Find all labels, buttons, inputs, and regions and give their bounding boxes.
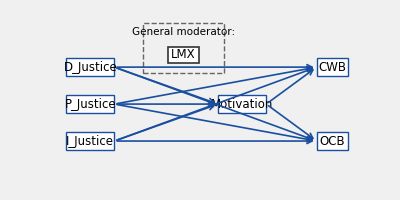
FancyBboxPatch shape [218,95,266,113]
Text: CWB: CWB [318,61,346,74]
Text: General moderator:: General moderator: [132,27,235,37]
FancyBboxPatch shape [66,58,114,76]
Text: P_Justice: P_Justice [64,98,116,111]
FancyBboxPatch shape [168,47,199,63]
Text: I_Justice: I_Justice [66,135,114,148]
Text: LMX: LMX [171,48,196,61]
FancyBboxPatch shape [317,58,348,76]
FancyBboxPatch shape [66,132,114,150]
FancyBboxPatch shape [66,95,114,113]
Text: OCB: OCB [319,135,345,148]
Text: Motivation: Motivation [211,98,273,111]
FancyBboxPatch shape [317,132,348,150]
Text: D_Justice: D_Justice [64,61,117,74]
